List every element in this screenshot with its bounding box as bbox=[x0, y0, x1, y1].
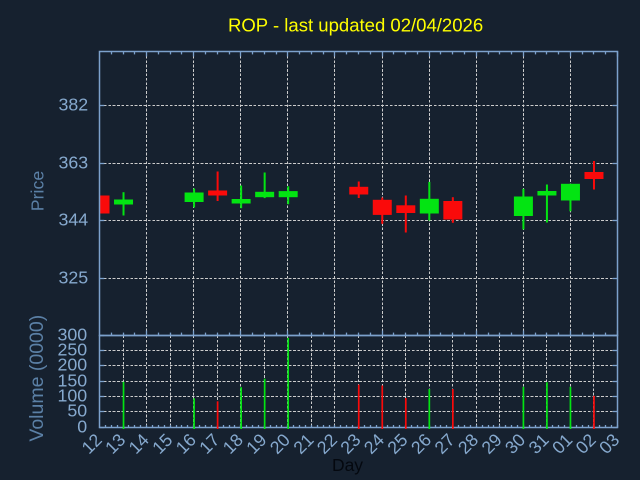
svg-text:Price: Price bbox=[28, 171, 48, 212]
svg-text:200: 200 bbox=[58, 355, 88, 375]
svg-text:250: 250 bbox=[58, 340, 88, 360]
svg-text:150: 150 bbox=[58, 371, 88, 391]
svg-text:Day: Day bbox=[332, 455, 363, 475]
svg-text:300: 300 bbox=[58, 325, 88, 345]
svg-text:382: 382 bbox=[59, 95, 89, 115]
svg-text:50: 50 bbox=[67, 401, 87, 421]
svg-text:363: 363 bbox=[59, 153, 89, 173]
svg-text:ROP - last updated 02/04/2026: ROP - last updated 02/04/2026 bbox=[228, 15, 483, 36]
svg-text:344: 344 bbox=[59, 210, 89, 230]
svg-text:Volume (0000): Volume (0000) bbox=[26, 315, 48, 442]
svg-text:325: 325 bbox=[59, 268, 89, 288]
svg-text:0: 0 bbox=[77, 417, 87, 437]
svg-text:100: 100 bbox=[58, 386, 88, 406]
